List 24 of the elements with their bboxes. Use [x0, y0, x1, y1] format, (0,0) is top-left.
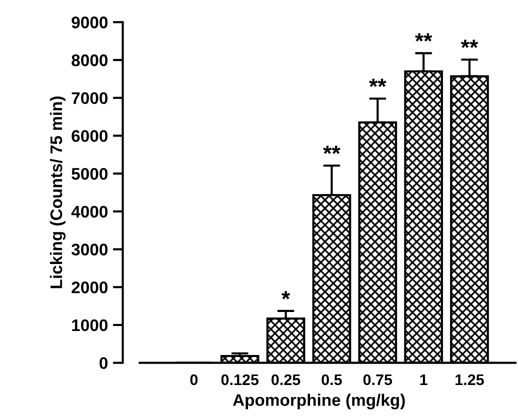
y-tick-label: 2000: [72, 282, 108, 294]
x-tick-label: 0.25: [272, 374, 300, 386]
annotation: **: [369, 78, 386, 87]
annotation: **: [414, 33, 432, 42]
y-tick-label: 0: [100, 357, 108, 370]
x-tick-label: 0.5: [322, 374, 342, 386]
y-tick-label: 6000: [72, 130, 108, 142]
x-tick-label: 0: [190, 374, 198, 386]
x-tick-label: 1.25: [456, 374, 484, 386]
y-tick-label: 1000: [72, 319, 108, 332]
x-tick-label: 0.125: [221, 374, 259, 386]
x-tick-label: 0.75: [363, 374, 392, 386]
y-tick-label: 5000: [72, 168, 108, 180]
annotation: **: [460, 40, 478, 48]
annotation: *: [282, 291, 290, 300]
x-tick-label: 1: [420, 374, 428, 386]
y-tick-label: 4000: [71, 206, 108, 218]
y-tick-label: 9000: [72, 16, 108, 28]
y-axis-title: Licking (Counts/ 75 min): [50, 96, 66, 288]
annotation: **: [323, 146, 340, 154]
y-tick-label: 8000: [72, 54, 108, 66]
y-tick-label: 7000: [72, 92, 108, 104]
y-tick-label: 3000: [71, 244, 108, 256]
x-axis-title: Apomorphine (mg/kg): [232, 394, 405, 410]
